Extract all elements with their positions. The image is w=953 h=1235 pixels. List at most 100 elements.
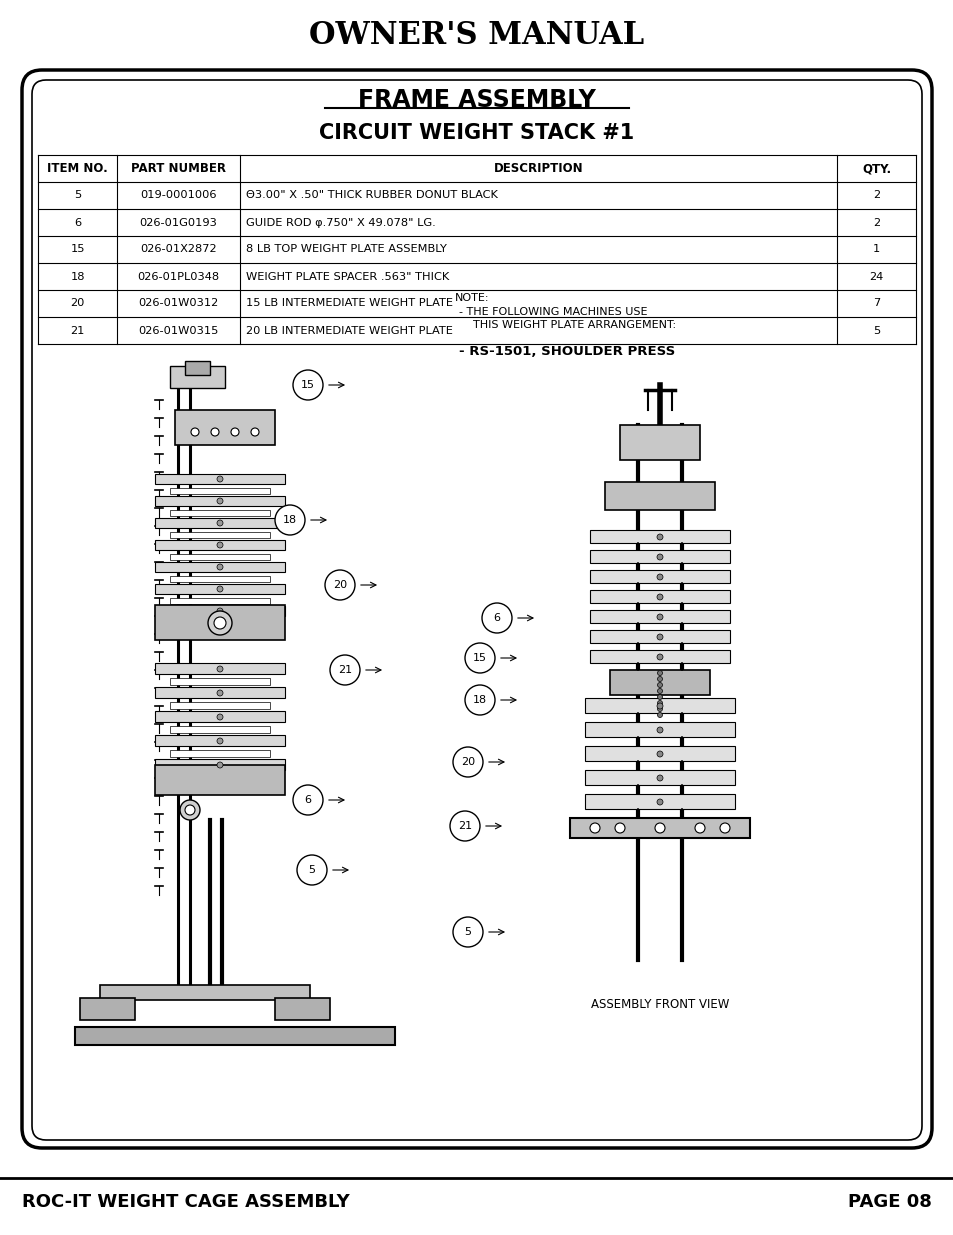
Circle shape [216, 739, 223, 743]
Bar [569, 818, 749, 839]
Bar [170, 532, 270, 538]
Circle shape [657, 634, 662, 640]
Circle shape [657, 614, 662, 620]
Circle shape [655, 823, 664, 832]
Bar [170, 555, 270, 559]
Circle shape [293, 370, 323, 400]
Text: 6: 6 [74, 217, 81, 227]
Bar [170, 774, 270, 781]
Circle shape [274, 505, 305, 535]
Text: 21: 21 [71, 326, 85, 336]
Text: 026-01PL0348: 026-01PL0348 [137, 272, 219, 282]
Bar [154, 764, 285, 795]
FancyBboxPatch shape [32, 80, 921, 1140]
Bar [154, 540, 285, 550]
Bar [154, 605, 285, 640]
Text: NOTE:: NOTE: [455, 293, 489, 303]
Circle shape [216, 608, 223, 614]
Text: THIS WEIGHT PLATE ARRANGEMENT:: THIS WEIGHT PLATE ARRANGEMENT: [473, 320, 676, 330]
Bar [80, 998, 135, 1020]
Bar [154, 760, 285, 769]
Bar [170, 726, 270, 734]
Circle shape [657, 799, 662, 805]
Text: 8 LB TOP WEIGHT PLATE ASSEMBLY: 8 LB TOP WEIGHT PLATE ASSEMBLY [246, 245, 446, 254]
Bar [185, 361, 210, 375]
Circle shape [695, 823, 704, 832]
Bar [154, 584, 285, 594]
Circle shape [589, 823, 599, 832]
Circle shape [330, 655, 359, 685]
Circle shape [450, 811, 479, 841]
Bar [75, 1028, 395, 1045]
Circle shape [657, 594, 662, 600]
Circle shape [481, 603, 512, 634]
Bar [154, 711, 285, 722]
Circle shape [657, 727, 662, 734]
Text: 1: 1 [872, 245, 880, 254]
Text: PART NUMBER: PART NUMBER [131, 162, 226, 175]
Circle shape [657, 751, 662, 757]
Text: 026-01X2872: 026-01X2872 [140, 245, 216, 254]
Text: WEIGHT PLATE SPACER .563" THICK: WEIGHT PLATE SPACER .563" THICK [246, 272, 449, 282]
Bar [154, 606, 285, 616]
Circle shape [720, 823, 729, 832]
Text: 5: 5 [308, 864, 315, 876]
Bar [604, 482, 714, 510]
Text: DESCRIPTION: DESCRIPTION [493, 162, 582, 175]
Circle shape [216, 564, 223, 571]
Circle shape [211, 429, 219, 436]
Circle shape [657, 713, 661, 718]
Circle shape [216, 690, 223, 697]
Text: 20: 20 [71, 299, 85, 309]
Text: 18: 18 [283, 515, 296, 525]
Circle shape [657, 688, 661, 694]
Circle shape [180, 800, 200, 820]
Bar [170, 750, 270, 757]
Text: 20: 20 [460, 757, 475, 767]
Text: CIRCUIT WEIGHT STACK #1: CIRCUIT WEIGHT STACK #1 [319, 124, 634, 143]
Text: 6: 6 [304, 795, 312, 805]
Bar [100, 986, 310, 1000]
Bar [170, 678, 270, 685]
Bar [589, 610, 729, 622]
Bar [589, 571, 729, 583]
Circle shape [657, 700, 661, 705]
Circle shape [657, 655, 662, 659]
Text: 21: 21 [337, 664, 352, 676]
Bar [154, 562, 285, 572]
Circle shape [293, 785, 323, 815]
Text: ASSEMBLY FRONT VIEW: ASSEMBLY FRONT VIEW [590, 999, 728, 1011]
Bar [154, 687, 285, 698]
Circle shape [251, 429, 258, 436]
Bar [584, 794, 734, 809]
Text: PAGE 08: PAGE 08 [847, 1193, 931, 1212]
Circle shape [657, 683, 661, 688]
Circle shape [216, 762, 223, 768]
Bar [274, 998, 330, 1020]
Bar [584, 722, 734, 737]
Circle shape [657, 706, 661, 711]
Text: 2: 2 [872, 190, 879, 200]
Bar [154, 663, 285, 674]
Bar [589, 630, 729, 643]
Text: 18: 18 [71, 272, 85, 282]
Text: 21: 21 [457, 821, 472, 831]
Circle shape [657, 671, 661, 676]
Text: 15 LB INTERMEDIATE WEIGHT PLATE: 15 LB INTERMEDIATE WEIGHT PLATE [246, 299, 453, 309]
Bar [170, 510, 270, 516]
Text: 026-01W0315: 026-01W0315 [138, 326, 218, 336]
Text: 019-0001006: 019-0001006 [140, 190, 216, 200]
Text: 24: 24 [868, 272, 882, 282]
Text: 15: 15 [301, 380, 314, 390]
Bar [154, 496, 285, 506]
Circle shape [657, 776, 662, 781]
Bar [609, 671, 709, 695]
Text: 20: 20 [333, 580, 347, 590]
Bar [589, 590, 729, 603]
Circle shape [453, 918, 482, 947]
Bar [154, 735, 285, 746]
Bar [174, 410, 274, 445]
Circle shape [657, 534, 662, 540]
Circle shape [216, 542, 223, 548]
Circle shape [657, 574, 662, 580]
